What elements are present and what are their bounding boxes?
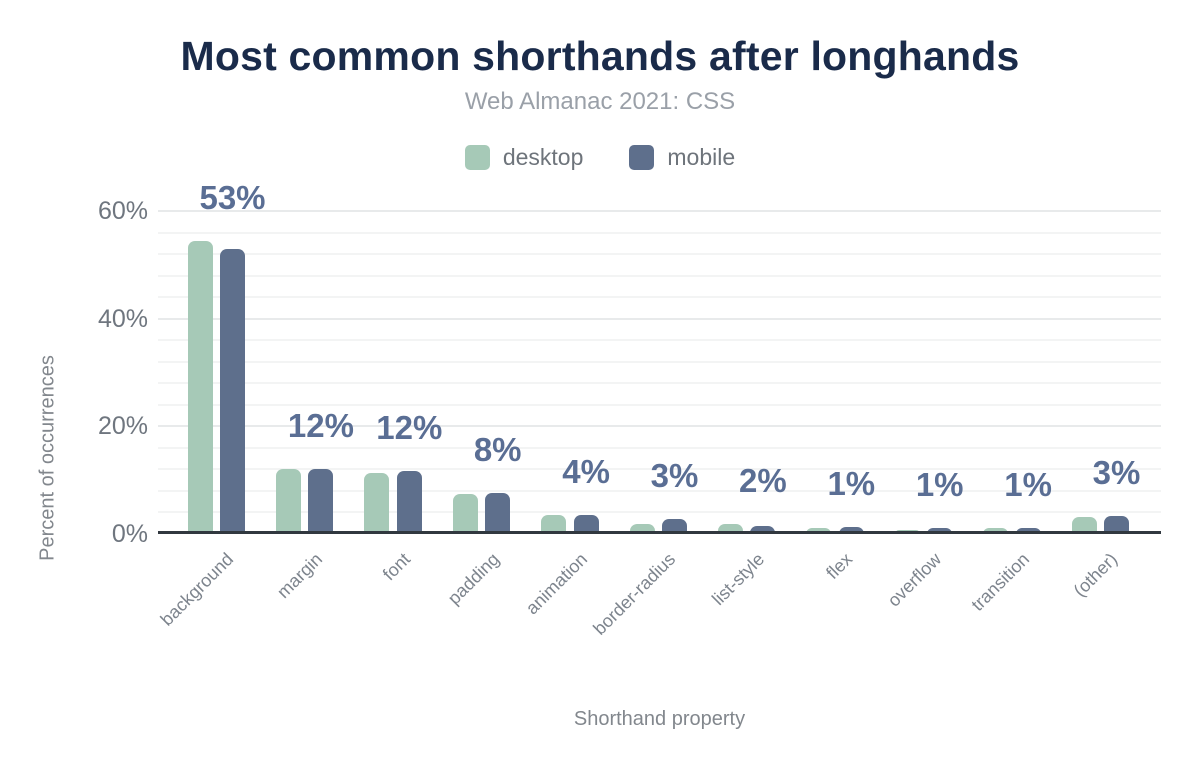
bar-mobile-font — [396, 471, 422, 534]
bar-desktop-background — [187, 240, 213, 534]
gridline-minor — [158, 403, 1161, 406]
value-label-overflow: 1% — [915, 465, 964, 503]
legend-label-mobile: mobile — [667, 144, 736, 170]
gridline-minor — [158, 274, 1161, 277]
x-category-label-margin: margin — [272, 549, 327, 603]
value-label-margin: 12% — [287, 406, 354, 444]
y-tick-label: 60% — [97, 197, 148, 225]
gridline-minor — [158, 231, 1161, 234]
legend-item-mobile: mobile — [629, 144, 735, 171]
bar-desktop-list-style — [717, 523, 743, 534]
y-axis-title: Percent of occurrences — [36, 355, 59, 561]
bar-mobile-padding — [485, 493, 511, 534]
gridline-minor — [158, 489, 1161, 492]
gridline-minor — [158, 511, 1161, 514]
value-label-font: 12% — [376, 409, 443, 446]
bar-mobile-background — [220, 248, 245, 534]
bar-mobile-animation — [573, 514, 599, 534]
bar-mobile-border-radius — [662, 519, 687, 534]
legend-label-desktop: desktop — [502, 144, 584, 170]
legend-item-desktop: desktop — [464, 144, 584, 171]
gridline-minor — [158, 360, 1161, 363]
bar-desktop-animation — [541, 515, 567, 534]
gridline-minor — [158, 382, 1161, 385]
bar-mobile-margin — [308, 468, 334, 534]
gridline-major — [158, 210, 1161, 212]
gridline-major — [158, 317, 1161, 320]
x-category-label-font: font — [379, 549, 415, 585]
chart-subtitle: Web Almanac 2021: CSS — [464, 88, 736, 115]
y-tick-label: 20% — [97, 412, 148, 441]
bar-desktop-border-radius — [629, 524, 655, 534]
y-tick-label: 40% — [97, 304, 148, 333]
gridline-minor — [158, 339, 1161, 342]
bar-mobile-overflow — [927, 527, 953, 534]
gridline-minor — [158, 253, 1161, 256]
x-axis-line — [158, 531, 1161, 534]
bar-desktop-margin — [275, 469, 301, 534]
x-category-label-(other): (other) — [1070, 549, 1122, 601]
bar-desktop-font — [364, 472, 390, 534]
bar-desktop-(other) — [1071, 516, 1097, 534]
value-label-background: 53% — [199, 178, 266, 216]
x-category-label-overflow: overflow — [883, 549, 945, 611]
gridline-minor — [158, 446, 1161, 449]
legend-swatch-desktop — [464, 145, 490, 170]
gridline-major — [158, 425, 1161, 428]
x-axis-title: Shorthand property — [573, 708, 746, 730]
gridline-minor — [158, 296, 1161, 299]
bar-desktop-padding — [452, 493, 478, 534]
y-tick-label: 0% — [111, 520, 148, 548]
value-label-animation: 4% — [562, 452, 610, 490]
value-label-transition: 1% — [1004, 466, 1052, 504]
x-category-label-list-style: list-style — [707, 549, 769, 610]
bar-mobile-(other) — [1104, 515, 1129, 534]
chart-title: Most common shorthands after longhands — [180, 33, 1020, 79]
x-category-label-padding: padding — [443, 549, 503, 609]
x-category-label-transition: transition — [967, 549, 1034, 615]
value-label-list-style: 2% — [739, 461, 787, 499]
value-label-padding: 8% — [473, 431, 522, 469]
value-label-(other): 3% — [1092, 453, 1141, 491]
x-category-label-flex: flex — [822, 549, 857, 583]
bar-mobile-list-style — [750, 525, 776, 534]
x-category-label-border-radius: border-radius — [589, 549, 680, 639]
gridline-minor — [158, 468, 1161, 471]
value-label-flex: 1% — [827, 465, 876, 502]
legend: desktop mobile — [0, 144, 1200, 171]
legend-swatch-mobile — [629, 145, 655, 170]
bar-mobile-flex — [838, 527, 864, 534]
x-category-label-background: background — [156, 549, 238, 630]
value-label-border-radius: 3% — [650, 457, 699, 495]
x-category-label-animation: animation — [521, 549, 592, 619]
